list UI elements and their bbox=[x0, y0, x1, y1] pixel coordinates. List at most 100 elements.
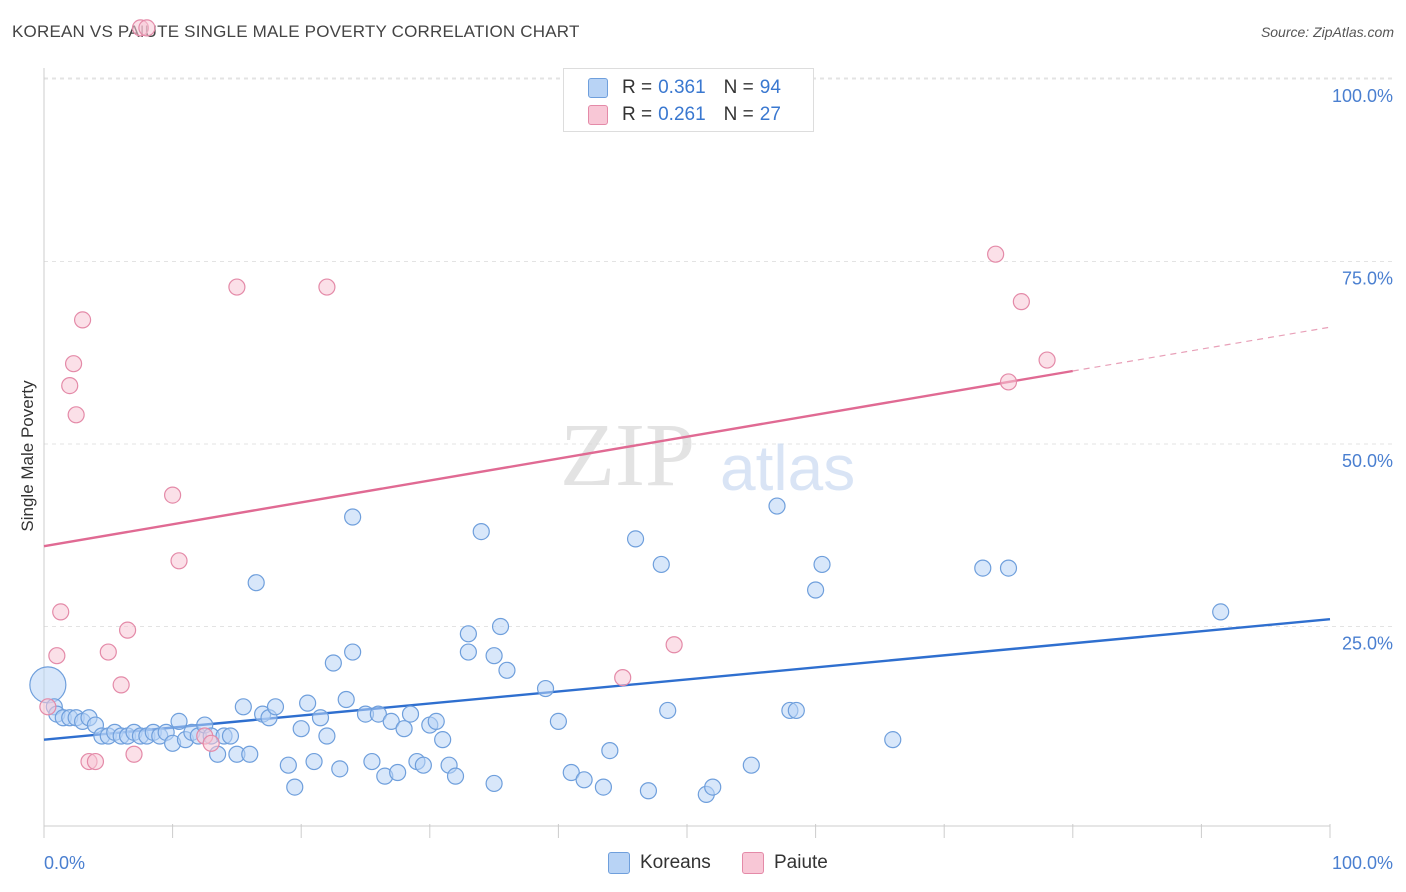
korean-point bbox=[446, 767, 465, 785]
paiute-point bbox=[125, 745, 143, 763]
korean-point bbox=[344, 508, 362, 526]
korean-point bbox=[331, 760, 349, 778]
y-tick-label: 100.0% bbox=[1332, 86, 1393, 106]
paiute-point bbox=[987, 245, 1005, 263]
paiute-point bbox=[64, 355, 83, 373]
korean-point bbox=[170, 712, 188, 731]
bottom-swatch-paiute bbox=[742, 852, 764, 874]
y-tick-label: 25.0% bbox=[1342, 634, 1393, 654]
bottom-label-paiute: Paiute bbox=[774, 852, 828, 873]
x-tick-labels: 0.0% 100.0% bbox=[44, 853, 1393, 873]
korean-point bbox=[742, 756, 760, 774]
data-points bbox=[29, 19, 1230, 804]
korean-point bbox=[234, 698, 252, 716]
y-tick-label: 50.0% bbox=[1342, 451, 1393, 471]
korean-point bbox=[562, 763, 580, 782]
korean-point bbox=[311, 709, 330, 727]
korean-point bbox=[395, 720, 413, 738]
korean-point bbox=[305, 752, 323, 771]
paiute-point bbox=[112, 676, 130, 694]
korean-point bbox=[459, 643, 477, 661]
trend-lines bbox=[43, 326, 1331, 741]
korean-point bbox=[601, 741, 619, 760]
korean-point bbox=[369, 705, 387, 723]
korean-point bbox=[459, 625, 477, 643]
korean-point bbox=[29, 666, 67, 704]
korean-point bbox=[286, 778, 304, 796]
korean-point bbox=[813, 555, 831, 574]
legend-row-koreans: R = 0.361 N = 94 bbox=[588, 77, 781, 99]
korean-trend-line bbox=[43, 618, 1331, 741]
korean-point bbox=[221, 727, 240, 745]
legend-n-value: 27 bbox=[759, 104, 781, 125]
korean-point bbox=[884, 731, 902, 749]
korean-point bbox=[639, 782, 658, 800]
korean-point bbox=[704, 778, 722, 796]
bottom-swatch-koreans bbox=[608, 852, 630, 874]
gridlines bbox=[44, 77, 1394, 627]
stats-legend: R = 0.361 N = 94 R = 0.261 N = 27 bbox=[563, 68, 814, 132]
paiute-point bbox=[1012, 293, 1030, 311]
legend-r-label: R = bbox=[622, 104, 653, 125]
korean-point bbox=[485, 647, 503, 665]
korean-point bbox=[485, 774, 503, 793]
korean-point bbox=[401, 705, 420, 723]
korean-point bbox=[344, 643, 362, 661]
korean-point bbox=[974, 559, 992, 577]
korean-point bbox=[389, 763, 407, 782]
korean-point bbox=[806, 581, 825, 599]
paiute-point bbox=[61, 377, 79, 395]
legend-swatch-paiute bbox=[588, 105, 608, 125]
paiute-point bbox=[67, 406, 85, 424]
korean-point bbox=[1212, 603, 1230, 621]
y-tick-labels: 25.0% 50.0% 75.0% 100.0% bbox=[1332, 86, 1393, 654]
korean-point bbox=[536, 679, 555, 698]
paiute-point bbox=[202, 734, 220, 752]
korean-point bbox=[247, 574, 265, 592]
korean-point bbox=[337, 690, 355, 709]
legend-r-label: R = bbox=[622, 77, 653, 98]
legend-swatch-koreans bbox=[588, 78, 608, 98]
x-tick-label-max: 100.0% bbox=[1332, 853, 1393, 873]
legend-r-value: 0.261 bbox=[658, 104, 706, 125]
korean-point bbox=[299, 694, 317, 712]
paiute-point bbox=[228, 278, 246, 296]
korean-point bbox=[491, 617, 510, 636]
paiute-point bbox=[52, 603, 70, 621]
paiute-point bbox=[118, 621, 137, 639]
korean-point bbox=[626, 530, 645, 548]
watermark-atlas: atlas bbox=[720, 432, 855, 504]
bottom-label-koreans: Koreans bbox=[640, 852, 711, 873]
chart-source: Source: ZipAtlas.com bbox=[1260, 24, 1394, 40]
legend-n-value: 94 bbox=[759, 77, 781, 98]
bottom-legend-paiute: Paiute bbox=[742, 852, 828, 874]
korean-point bbox=[363, 752, 381, 771]
korean-point bbox=[498, 661, 516, 679]
paiute-point bbox=[39, 698, 57, 716]
paiute-point bbox=[665, 636, 683, 654]
paiute-point bbox=[1038, 351, 1056, 369]
paiute-point bbox=[86, 752, 105, 771]
bottom-legend-koreans: Koreans bbox=[608, 852, 711, 874]
korean-point bbox=[652, 555, 670, 574]
korean-point bbox=[659, 701, 677, 720]
y-tick-label: 75.0% bbox=[1342, 269, 1393, 289]
x-tick-label-min: 0.0% bbox=[44, 853, 85, 873]
korean-point bbox=[427, 712, 445, 731]
korean-point bbox=[575, 771, 593, 789]
korean-point bbox=[768, 497, 786, 515]
paiute-trend-extension bbox=[1072, 326, 1331, 372]
korean-point bbox=[324, 654, 342, 672]
legend-row-paiute: R = 0.261 N = 27 bbox=[588, 104, 781, 126]
korean-point bbox=[549, 712, 568, 731]
y-axis-label: Single Male Poverty bbox=[18, 380, 37, 532]
korean-point bbox=[999, 559, 1018, 577]
paiute-point bbox=[164, 486, 182, 504]
paiute-trend-line bbox=[43, 369, 1074, 548]
paiute-point bbox=[138, 19, 156, 37]
korean-point bbox=[414, 756, 432, 774]
paiute-point bbox=[48, 647, 66, 665]
paiute-point bbox=[73, 311, 92, 329]
korean-point bbox=[472, 522, 490, 541]
